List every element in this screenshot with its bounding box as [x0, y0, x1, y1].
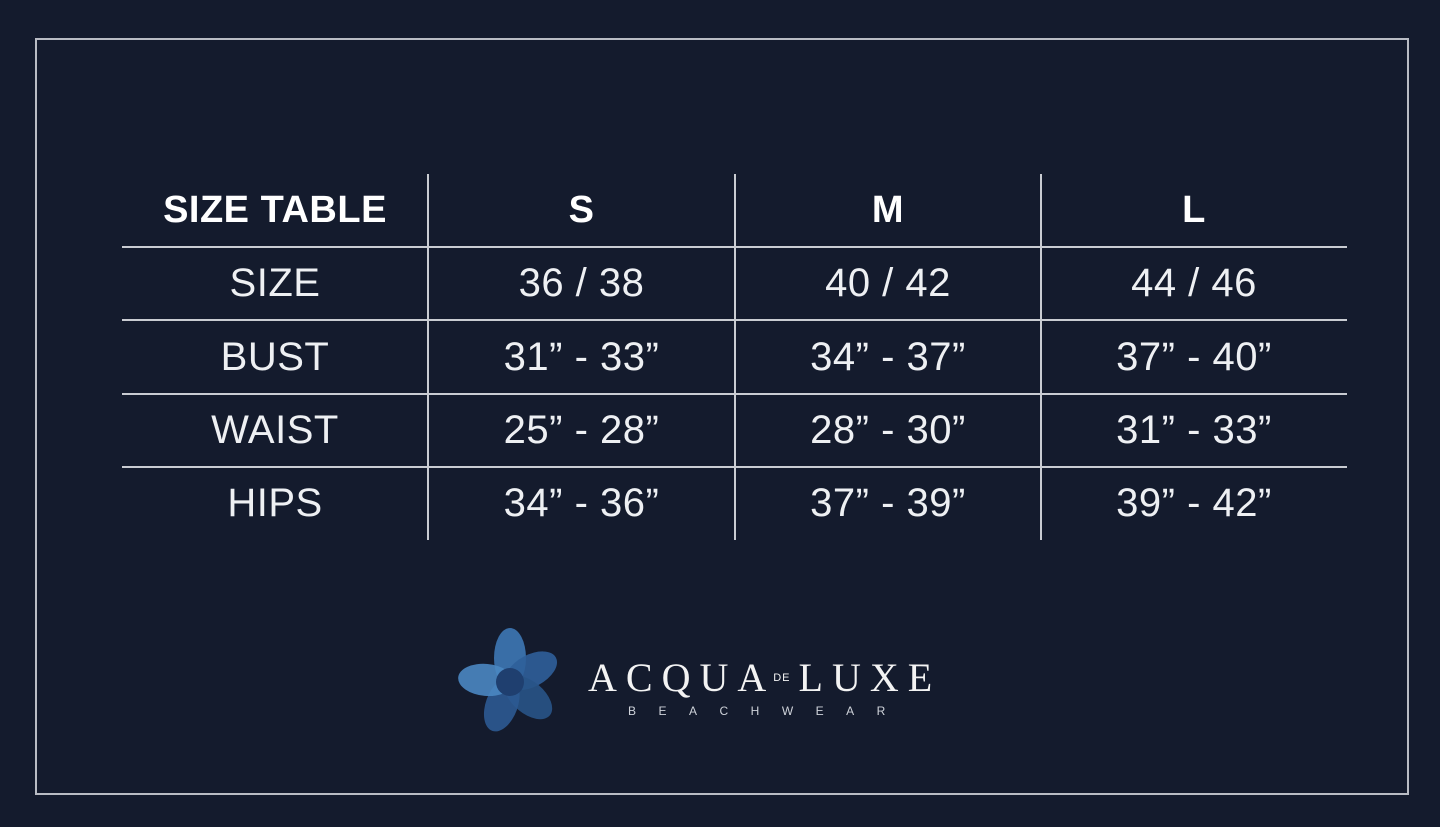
table-cell: 40 / 42 [825, 261, 951, 305]
row-label: BUST [220, 334, 330, 379]
header-cell: SIZE TABLE [163, 189, 387, 231]
brand-acqua: ACQUA [588, 655, 776, 700]
brand-tagline: BEACHWEAR [628, 704, 908, 718]
table-cell: 36 / 38 [518, 261, 645, 305]
table-cell: 25” - 28” [503, 408, 660, 452]
brand-de: DE [773, 671, 791, 684]
row-divider [122, 466, 1347, 468]
table-cell: 37” - 40” [1116, 334, 1272, 379]
size-table: SIZE TABLE S M L SIZE 36 / 38 40 / 42 44 / 46 BU… [122, 174, 1347, 540]
column-divider [1040, 174, 1042, 540]
table-cell: 28” - 30” [810, 408, 966, 452]
brand-luxe: LUXE [798, 655, 942, 700]
brand-logo: ACQUADE LUXE BEACHWEAR [452, 626, 1012, 741]
flower-icon [458, 628, 558, 732]
table-cell: 44 / 46 [1131, 261, 1257, 305]
column-divider [427, 174, 429, 540]
header-cell: L [1182, 189, 1206, 231]
row-divider [122, 393, 1347, 395]
header-cell: S [568, 189, 595, 231]
table-cell: 34” - 37” [810, 334, 966, 379]
table-cell: 37” - 39” [810, 481, 966, 525]
row-divider [122, 319, 1347, 321]
row-label: SIZE [229, 261, 321, 305]
table-cell: 39” - 42” [1116, 481, 1272, 525]
row-label: HIPS [227, 481, 323, 525]
column-divider [734, 174, 736, 540]
border-frame [35, 38, 1409, 795]
table-cell: 34” - 36” [503, 481, 660, 525]
table-cell: 31” - 33” [503, 334, 660, 379]
row-label: WAIST [211, 408, 339, 452]
table-cell: 31” - 33” [1116, 408, 1272, 452]
brand-name: ACQUADE LUXE [588, 654, 941, 701]
header-cell: M [871, 189, 905, 231]
row-divider [122, 246, 1347, 248]
